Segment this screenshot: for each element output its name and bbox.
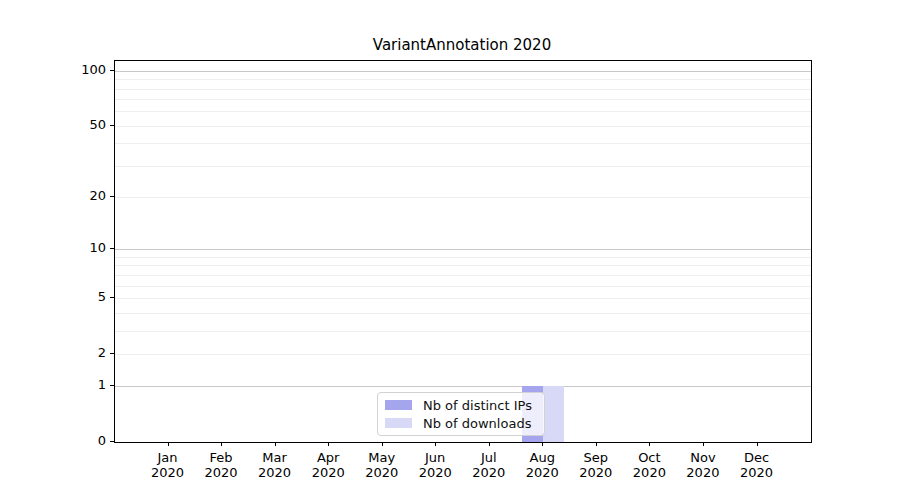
x-tick-label: Sep 2020 bbox=[566, 450, 626, 480]
y-gridline-major bbox=[115, 386, 811, 387]
y-gridline-minor bbox=[115, 166, 811, 167]
y-gridline-minor bbox=[115, 197, 811, 198]
y-gridline-minor bbox=[115, 79, 811, 80]
y-tick-mark bbox=[110, 385, 114, 386]
y-tick-mark bbox=[110, 248, 114, 249]
x-tick-mark bbox=[757, 442, 758, 446]
y-tick-label: 0 bbox=[50, 433, 106, 449]
legend-item-downloads: Nb of downloads bbox=[385, 416, 544, 431]
x-tick-mark bbox=[382, 442, 383, 446]
y-gridline-minor bbox=[115, 257, 811, 258]
legend-label-distinct-ips: Nb of distinct IPs bbox=[423, 398, 532, 413]
y-tick-mark bbox=[110, 125, 114, 126]
legend-swatch-distinct-ips bbox=[385, 400, 412, 410]
y-gridline-minor bbox=[115, 99, 811, 100]
y-tick-label: 10 bbox=[50, 240, 106, 256]
x-tick-label: Jan 2020 bbox=[138, 450, 198, 480]
x-tick-label: Jul 2020 bbox=[459, 450, 519, 480]
legend: Nb of distinct IPs Nb of downloads bbox=[377, 392, 545, 436]
x-tick-label: Jun 2020 bbox=[405, 450, 465, 480]
y-tick-label: 1 bbox=[50, 377, 106, 393]
x-tick-mark bbox=[703, 442, 704, 446]
y-tick-mark bbox=[110, 297, 114, 298]
x-tick-label: May 2020 bbox=[352, 450, 412, 480]
y-tick-mark bbox=[110, 196, 114, 197]
y-gridline-minor bbox=[115, 89, 811, 90]
y-tick-label: 100 bbox=[50, 62, 106, 78]
x-tick-mark bbox=[596, 442, 597, 446]
y-gridline-minor bbox=[115, 298, 811, 299]
legend-swatch-downloads bbox=[385, 418, 412, 428]
legend-label-downloads: Nb of downloads bbox=[423, 416, 531, 431]
y-tick-mark bbox=[110, 353, 114, 354]
y-gridline-minor bbox=[115, 265, 811, 266]
x-tick-label: Oct 2020 bbox=[619, 450, 679, 480]
y-gridline-minor bbox=[115, 354, 811, 355]
y-gridline-minor bbox=[115, 331, 811, 332]
y-tick-label: 20 bbox=[50, 188, 106, 204]
x-tick-mark bbox=[275, 442, 276, 446]
y-gridline-minor bbox=[115, 275, 811, 276]
x-tick-mark bbox=[221, 442, 222, 446]
x-tick-label: Apr 2020 bbox=[298, 450, 358, 480]
y-gridline-minor bbox=[115, 111, 811, 112]
y-gridline-minor bbox=[115, 126, 811, 127]
y-gridline-minor bbox=[115, 143, 811, 144]
x-tick-label: Dec 2020 bbox=[727, 450, 787, 480]
y-tick-label: 2 bbox=[50, 345, 106, 361]
x-tick-mark bbox=[489, 442, 490, 446]
legend-item-distinct-ips: Nb of distinct IPs bbox=[385, 398, 544, 413]
y-tick-label: 5 bbox=[50, 289, 106, 305]
y-gridline-minor bbox=[115, 313, 811, 314]
x-tick-mark bbox=[542, 442, 543, 446]
chart-title: VariantAnnotation 2020 bbox=[114, 36, 810, 54]
x-tick-mark bbox=[168, 442, 169, 446]
x-tick-label: Feb 2020 bbox=[191, 450, 251, 480]
bar-downloads bbox=[543, 386, 564, 442]
x-tick-mark bbox=[328, 442, 329, 446]
x-tick-mark bbox=[435, 442, 436, 446]
variant-annotation-chart: VariantAnnotation 2020 Nb of distinct IP… bbox=[0, 0, 900, 500]
x-tick-label: Aug 2020 bbox=[512, 450, 572, 480]
y-gridline-major bbox=[115, 249, 811, 250]
y-gridline-minor bbox=[115, 286, 811, 287]
x-tick-label: Mar 2020 bbox=[245, 450, 305, 480]
y-tick-label: 50 bbox=[50, 117, 106, 133]
x-tick-label: Nov 2020 bbox=[673, 450, 733, 480]
y-tick-mark bbox=[110, 441, 114, 442]
y-tick-mark bbox=[110, 70, 114, 71]
plot-area bbox=[114, 60, 812, 443]
x-tick-mark bbox=[649, 442, 650, 446]
y-gridline-major bbox=[115, 71, 811, 72]
